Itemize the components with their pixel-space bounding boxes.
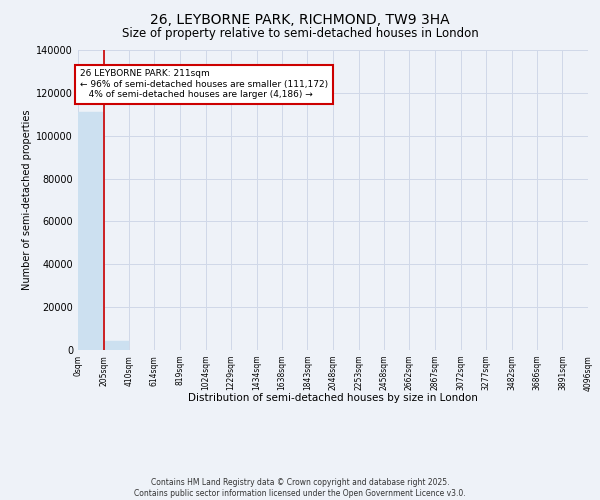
Text: 26 LEYBORNE PARK: 211sqm
← 96% of semi-detached houses are smaller (111,172)
   : 26 LEYBORNE PARK: 211sqm ← 96% of semi-d… (80, 70, 328, 100)
Text: Size of property relative to semi-detached houses in London: Size of property relative to semi-detach… (122, 28, 478, 40)
X-axis label: Distribution of semi-detached houses by size in London: Distribution of semi-detached houses by … (188, 394, 478, 404)
Text: 26, LEYBORNE PARK, RICHMOND, TW9 3HA: 26, LEYBORNE PARK, RICHMOND, TW9 3HA (150, 12, 450, 26)
Bar (78, 112, 104, 350)
Text: Contains HM Land Registry data © Crown copyright and database right 2025.
Contai: Contains HM Land Registry data © Crown c… (134, 478, 466, 498)
Y-axis label: Number of semi-detached properties: Number of semi-detached properties (22, 110, 32, 290)
Bar (104, 341, 129, 350)
